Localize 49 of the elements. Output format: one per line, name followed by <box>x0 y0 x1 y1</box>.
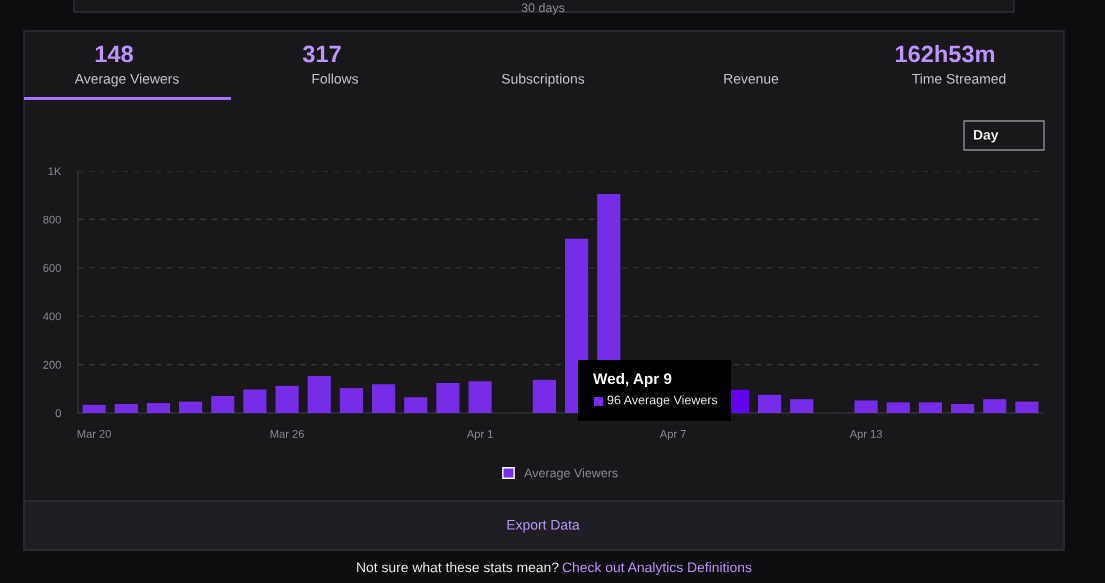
bar <box>82 404 106 413</box>
text: 148 <box>95 45 133 63</box>
y-tick-label: 600 <box>43 264 61 272</box>
x-tick-label: Apr 1 <box>466 430 493 441</box>
text: Not sure what these stats mean? <box>357 562 559 573</box>
x-tick-label: Apr 13 <box>849 429 882 441</box>
y-tick-label: 0 <box>55 409 61 418</box>
text: Average Viewers <box>74 73 179 87</box>
bar <box>211 396 235 413</box>
annotation: Wed, Apr 9 <box>593 372 672 388</box>
bar <box>790 399 814 413</box>
text: 162h53m <box>895 45 995 63</box>
text: Follows <box>312 73 359 84</box>
text: Day <box>973 130 999 143</box>
text: 30 days <box>521 3 565 15</box>
bar <box>179 401 203 413</box>
x-tick-label: Mar 26 <box>270 429 304 438</box>
bar <box>951 404 975 413</box>
text: Time Streamed <box>912 73 1006 84</box>
bar <box>243 389 267 413</box>
bar <box>339 388 363 413</box>
bar <box>886 402 910 413</box>
bar <box>275 385 299 413</box>
x-tick-label: Mar 20 <box>77 429 111 438</box>
y-tick-label: 800 <box>43 215 61 224</box>
bar <box>307 375 331 413</box>
text: Export Data <box>507 520 580 533</box>
text: Check out Analytics Definitions <box>562 562 752 575</box>
y-tick-label: 400 <box>43 312 61 321</box>
legend-label: Average Viewers <box>524 468 618 480</box>
bar <box>372 384 396 413</box>
annotation: 96 Average Viewers <box>607 395 718 407</box>
bar <box>983 399 1007 413</box>
x-tick-label: Apr 7 <box>659 430 686 441</box>
bar <box>146 403 170 413</box>
y-tick-label: 1K <box>48 167 62 176</box>
y-tick-label: 200 <box>43 360 61 369</box>
text: Subscriptions <box>501 73 585 87</box>
text: 317 <box>302 45 341 63</box>
bar <box>404 397 428 413</box>
bar <box>1015 401 1039 413</box>
bar <box>532 379 556 413</box>
bar <box>854 400 878 413</box>
bar <box>758 394 782 413</box>
bar <box>436 382 460 413</box>
text: Revenue <box>724 74 779 84</box>
bar <box>918 402 942 413</box>
bar <box>468 381 492 413</box>
bar <box>114 404 138 413</box>
